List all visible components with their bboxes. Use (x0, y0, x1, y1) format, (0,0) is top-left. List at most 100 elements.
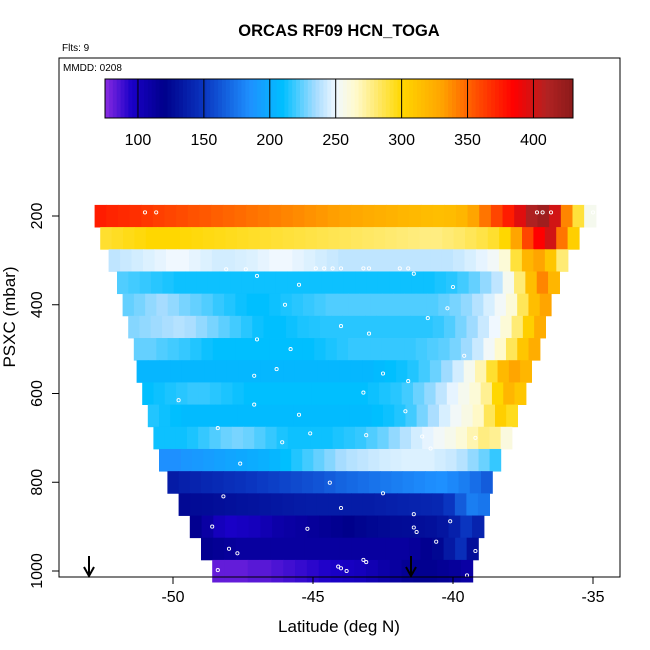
heatmap-cell (308, 315, 321, 339)
colorbar-segment (432, 79, 437, 118)
heatmap-cell (187, 382, 200, 405)
heatmap-cell (467, 426, 479, 450)
heatmap-cell (214, 227, 227, 250)
heatmap-cell (407, 360, 420, 383)
heatmap-cell (280, 448, 292, 472)
flight-track-point (361, 390, 366, 395)
heatmap-cell (349, 249, 362, 272)
heatmap-cell (494, 338, 507, 361)
heatmap-cell (346, 448, 358, 472)
heatmap-cell (522, 227, 534, 250)
heatmap-cell (393, 338, 406, 361)
heatmap-cell (560, 204, 574, 228)
colorbar-segment (296, 79, 301, 118)
heatmap-cell (389, 559, 403, 583)
heatmap-cell (461, 404, 474, 428)
heatmap-cell (469, 382, 482, 405)
heatmap-cell (338, 249, 351, 272)
heatmap-cell (441, 360, 454, 383)
heatmap-cell (178, 493, 191, 516)
flight-track-point (548, 210, 554, 215)
colorbar-segment (393, 79, 398, 118)
heatmap-cell (156, 338, 169, 361)
heatmap-cell (170, 360, 183, 383)
colorbar-segment (557, 79, 562, 118)
flight-track-point (338, 324, 344, 329)
colorbar-segment (518, 79, 523, 118)
heatmap-cell (342, 515, 356, 539)
heatmap-cell (269, 448, 281, 472)
heatmap-cell (379, 382, 392, 405)
colorbar-segment (471, 79, 476, 118)
colorbar-segment (561, 79, 566, 118)
flight-track-point (411, 271, 416, 276)
heatmap-cell (142, 382, 155, 405)
heatmap-cell (151, 271, 163, 295)
heatmap-cell (351, 204, 364, 228)
heatmap-cell (215, 404, 227, 428)
heatmap-cell (362, 227, 375, 250)
heatmap-cell (447, 471, 460, 494)
heatmap-cell (445, 448, 458, 472)
flight-track-point (473, 435, 478, 440)
heatmap-cell (404, 338, 417, 361)
heatmap-cell (469, 471, 482, 494)
colorbar-segment (108, 79, 114, 118)
colorbar-segment (530, 79, 535, 118)
flight-track-point (380, 491, 386, 496)
heatmap-cell (185, 271, 197, 295)
colorbar-segment (194, 79, 200, 118)
heatmap-cell (489, 448, 502, 472)
flight-track-point (308, 431, 313, 436)
flight-track-point (282, 302, 288, 307)
heatmap-cell (369, 471, 381, 494)
heatmap-cell (180, 227, 192, 250)
colorbar-segment (374, 79, 379, 118)
colorbar-segment (553, 79, 558, 118)
heatmap-cell (224, 559, 237, 583)
heatmap-cell (209, 426, 222, 450)
heatmap-cell (448, 515, 461, 539)
heatmap-cell (280, 338, 293, 361)
heatmap-cell (349, 404, 362, 428)
heatmap-cell (173, 271, 186, 295)
heatmap-cell (483, 338, 496, 361)
heatmap-cell (477, 493, 490, 516)
colorbar-segment (264, 79, 270, 118)
heatmap-cell (354, 515, 367, 539)
heatmap-cell (413, 471, 426, 494)
colorbar-segment (534, 79, 539, 118)
colorbar-segment (342, 79, 348, 118)
heatmap-cell (353, 315, 366, 339)
flight-track-points (92, 210, 596, 578)
flight-track-point (450, 284, 456, 290)
heatmap-cell (253, 271, 266, 295)
x-tick-label: -45 (301, 589, 324, 606)
heatmap-cell (438, 293, 451, 317)
heatmap-cell (225, 515, 238, 539)
heatmap-cell (460, 515, 473, 539)
colorbar-segment (288, 79, 293, 118)
heatmap-cell (260, 515, 273, 539)
heatmap-cell (153, 426, 166, 450)
heatmap-cell (443, 537, 456, 561)
heatmap-cell (117, 204, 131, 228)
colorbar-segment (206, 79, 211, 118)
heatmap-cell (224, 493, 237, 516)
colorbar-segment (381, 79, 387, 118)
heatmap-cell (327, 404, 339, 428)
heatmap-cell (475, 249, 489, 272)
colorbar-segment (378, 79, 383, 118)
heatmap-cell (400, 271, 413, 295)
heatmap-cell (481, 471, 493, 494)
y-axis: 200 400 600 800 1000 (29, 203, 59, 589)
colorbar-segment (280, 79, 285, 118)
colorbar-segment (300, 79, 305, 118)
heatmap-cell (472, 515, 485, 539)
heatmap-cell (133, 338, 146, 361)
heatmap-cell (266, 382, 279, 405)
colorbar-segment (385, 79, 391, 118)
heatmap-cell (467, 448, 480, 472)
colorbar-segment (541, 79, 547, 118)
heatmap-cell (176, 204, 189, 228)
